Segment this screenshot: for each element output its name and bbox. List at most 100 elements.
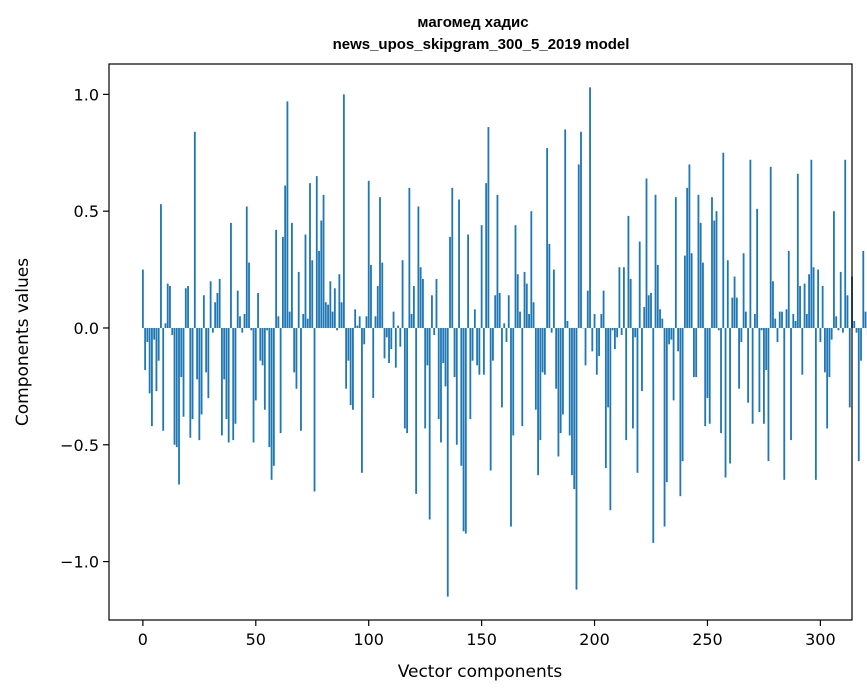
bar-91 xyxy=(347,327,350,361)
bar-240 xyxy=(683,255,686,328)
bar-81 xyxy=(324,302,327,328)
bar-20 xyxy=(187,285,189,328)
bar-179 xyxy=(546,148,549,328)
bar-281 xyxy=(776,327,779,342)
bar-295 xyxy=(808,274,810,328)
bar-278 xyxy=(769,166,772,328)
bar-59 xyxy=(275,229,278,328)
bar-72 xyxy=(304,234,307,328)
bar-36 xyxy=(223,327,226,380)
bar-237 xyxy=(677,327,680,352)
bar-214 xyxy=(625,327,628,441)
bar-263 xyxy=(735,297,738,328)
bar-252 xyxy=(711,197,713,328)
bar-54 xyxy=(263,327,266,410)
bar-268 xyxy=(747,327,750,403)
bar-187 xyxy=(564,129,567,328)
bar-118 xyxy=(408,187,411,328)
bar-82 xyxy=(327,304,329,328)
bar-246 xyxy=(697,194,700,328)
bar-183 xyxy=(555,327,558,389)
bar-102 xyxy=(372,327,375,399)
bars-group xyxy=(141,87,867,597)
bar-60 xyxy=(277,316,280,328)
bar-167 xyxy=(519,311,521,328)
bar-46 xyxy=(245,206,248,328)
x-tick-label: 150 xyxy=(466,630,497,649)
bar-259 xyxy=(726,260,729,328)
bar-205 xyxy=(604,327,607,469)
bar-294 xyxy=(805,313,808,328)
bar-293 xyxy=(803,283,806,328)
bar-226 xyxy=(652,327,655,543)
bar-40 xyxy=(232,327,235,441)
bar-126 xyxy=(426,327,429,366)
bar-198 xyxy=(589,87,591,328)
bar-190 xyxy=(571,327,573,476)
bar-121 xyxy=(415,327,418,494)
bar-289 xyxy=(794,320,797,328)
bar-239 xyxy=(681,327,684,462)
bar-85 xyxy=(333,288,336,328)
bar-271 xyxy=(753,313,756,328)
bar-45 xyxy=(243,313,246,328)
bar-267 xyxy=(744,311,747,328)
bar-111 xyxy=(392,311,395,328)
bar-224 xyxy=(647,295,650,328)
bar-22 xyxy=(191,327,194,420)
bar-105 xyxy=(379,197,381,328)
bar-37 xyxy=(225,327,228,420)
bar-64 xyxy=(286,101,289,328)
bar-52 xyxy=(259,327,262,361)
bar-261 xyxy=(731,297,734,328)
bar-58 xyxy=(272,327,275,466)
bar-116 xyxy=(403,327,406,429)
bar-10 xyxy=(164,323,167,328)
bar-3 xyxy=(148,327,151,394)
bar-44 xyxy=(241,327,244,333)
bar-206 xyxy=(607,327,609,408)
bar-95 xyxy=(356,325,359,328)
bar-0 xyxy=(141,269,144,328)
bar-122 xyxy=(417,206,420,328)
bar-145 xyxy=(469,327,472,420)
bar-63 xyxy=(284,185,287,328)
bar-204 xyxy=(602,290,605,328)
bar-151 xyxy=(482,327,485,375)
bar-15 xyxy=(175,327,178,448)
bar-304 xyxy=(828,327,831,378)
bar-14 xyxy=(173,327,176,445)
bar-169 xyxy=(523,271,526,328)
bar-112 xyxy=(394,327,397,368)
bar-13 xyxy=(171,327,174,335)
bar-98 xyxy=(363,327,366,345)
bar-153 xyxy=(487,127,490,328)
bar-139 xyxy=(455,327,458,445)
bar-178 xyxy=(543,327,546,375)
bar-50 xyxy=(254,327,257,401)
bar-131 xyxy=(437,327,440,420)
bar-189 xyxy=(568,327,571,436)
bar-250 xyxy=(706,327,709,399)
bar-127 xyxy=(428,327,431,520)
bar-249 xyxy=(704,327,707,427)
bar-16 xyxy=(178,327,180,485)
bar-33 xyxy=(216,292,219,328)
bar-306 xyxy=(833,211,835,328)
bar-260 xyxy=(729,327,731,464)
bar-38 xyxy=(227,327,230,443)
bar-181 xyxy=(550,327,553,333)
bar-193 xyxy=(577,164,580,328)
y-axis-ticks: −1.0 −0.5 0.0 0.5 1.0 xyxy=(60,85,109,572)
bar-108 xyxy=(385,327,388,338)
bar-107 xyxy=(383,327,386,359)
bar-26 xyxy=(200,327,203,415)
bar-53 xyxy=(261,327,264,366)
bar-303 xyxy=(826,327,829,429)
bar-106 xyxy=(381,262,384,328)
bar-199 xyxy=(591,327,594,352)
bar-313 xyxy=(848,327,851,408)
bar-298 xyxy=(814,327,817,480)
bar-315 xyxy=(853,320,856,328)
bar-149 xyxy=(478,327,481,375)
